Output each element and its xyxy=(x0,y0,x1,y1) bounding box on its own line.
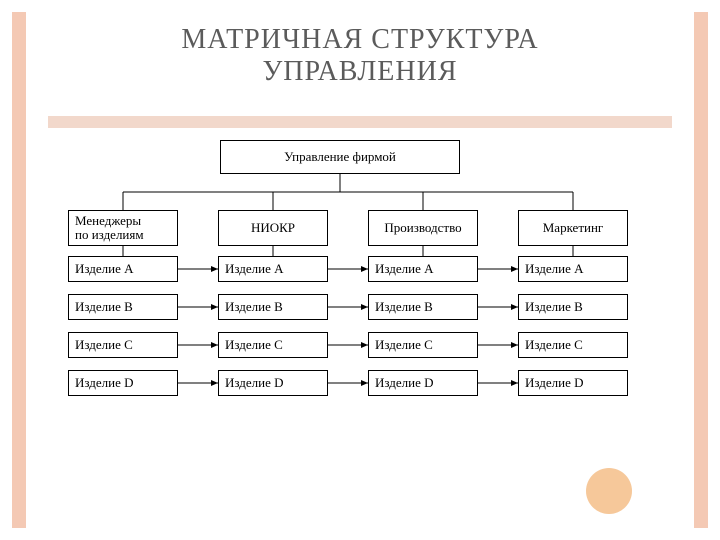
cell-3-0: Изделие A xyxy=(518,256,628,282)
cell-2-3: Изделие D xyxy=(368,370,478,396)
col-header-2: Производство xyxy=(368,210,478,246)
cell-2-1: Изделие B xyxy=(368,294,478,320)
cell-1-0: Изделие A xyxy=(218,256,328,282)
diagram-stage: Управление фирмой Менеджеры по изделиям Из… xyxy=(0,0,720,540)
cell-1-1: Изделие B xyxy=(218,294,328,320)
col-header-0: Менеджеры по изделиям xyxy=(68,210,178,246)
cell-2-2: Изделие C xyxy=(368,332,478,358)
col-header-1: НИОКР xyxy=(218,210,328,246)
col-header-3: Маркетинг xyxy=(518,210,628,246)
cell-0-0: Изделие A xyxy=(68,256,178,282)
decorative-circle xyxy=(586,468,632,514)
cell-3-1: Изделие B xyxy=(518,294,628,320)
cell-2-0: Изделие A xyxy=(368,256,478,282)
cell-0-1: Изделие B xyxy=(68,294,178,320)
cell-1-2: Изделие C xyxy=(218,332,328,358)
cell-1-3: Изделие D xyxy=(218,370,328,396)
cell-0-3: Изделие D xyxy=(68,370,178,396)
cell-0-2: Изделие C xyxy=(68,332,178,358)
cell-3-3: Изделие D xyxy=(518,370,628,396)
top-box: Управление фирмой xyxy=(220,140,460,174)
cell-3-2: Изделие C xyxy=(518,332,628,358)
